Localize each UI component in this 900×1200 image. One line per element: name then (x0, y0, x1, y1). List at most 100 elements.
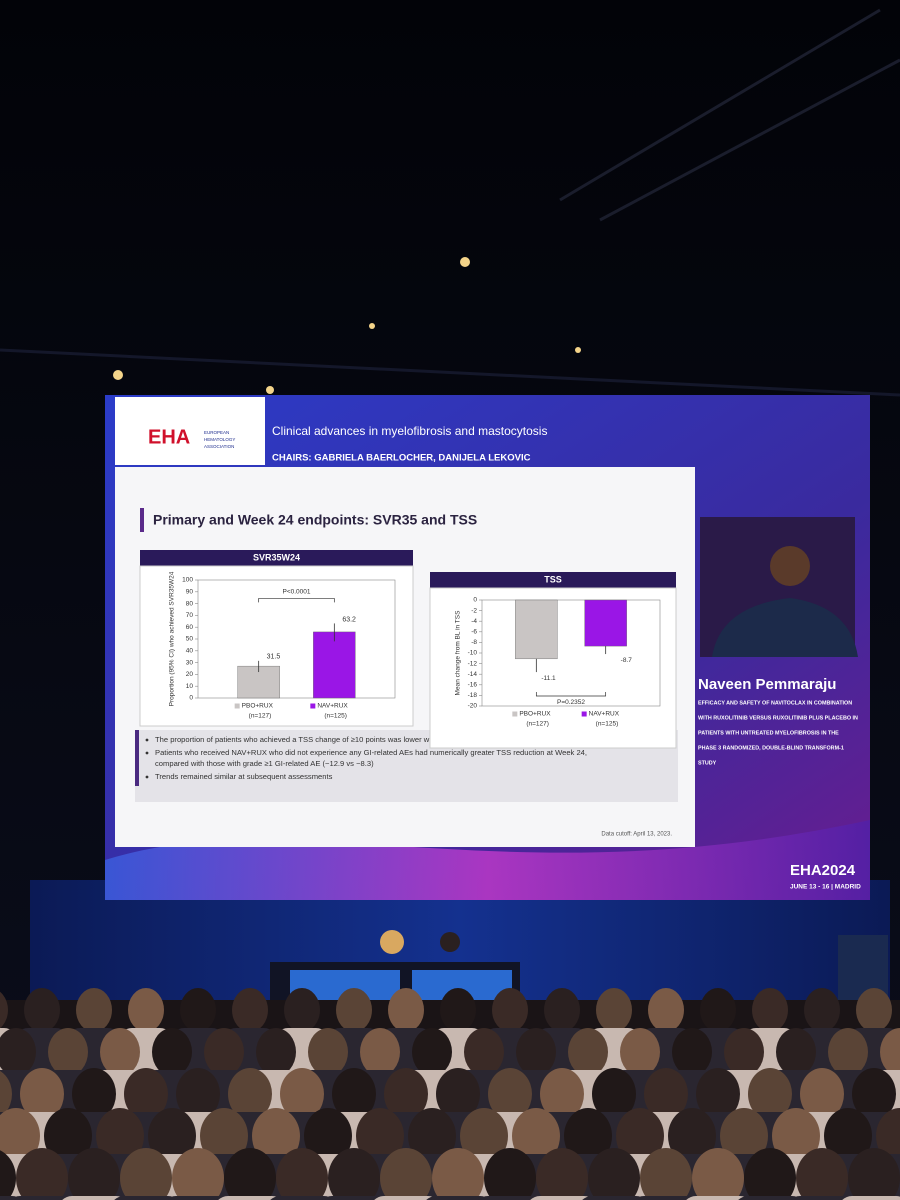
talk-title-line: WITH RUXOLITINIB VERSUS RUXOLITINIB PLUS… (698, 715, 858, 721)
audience-head (380, 1148, 432, 1200)
x-tick-label: NAV+RUX (317, 703, 348, 710)
bullet-text: Trends remained similar at subsequent as… (155, 772, 333, 781)
logo: EHA (148, 426, 190, 448)
audience-head (332, 1068, 376, 1120)
audience-head (772, 1108, 820, 1164)
audience-head (172, 1148, 224, 1200)
x-tick-label: PBO+RUX (242, 703, 274, 710)
audience-head (224, 1148, 276, 1200)
audience-head (512, 1108, 560, 1164)
p-bracket (535, 692, 607, 697)
y-tick-label: 90 (186, 589, 194, 596)
audience-head (544, 988, 580, 1032)
audience-head (308, 1028, 348, 1076)
audience-head (228, 1068, 272, 1120)
audience-head (72, 1068, 116, 1120)
audience-head (824, 1108, 872, 1164)
audience-head (856, 988, 892, 1032)
speaker-body (712, 598, 858, 657)
talk-title-line: PHASE 3 RANDOMIZED, DOUBLE-BLIND TRANSFO… (698, 745, 844, 751)
audience-head (304, 1108, 352, 1164)
audience-head (276, 1148, 328, 1200)
chairs: CHAIRS: GABRIELA BAERLOCHER, DANIJELA LE… (272, 453, 531, 464)
y-tick-label: 20 (186, 671, 194, 678)
audience-head (484, 1148, 536, 1200)
bullet-text: Patients who received NAV+RUX who did no… (155, 748, 587, 757)
chart-header (430, 572, 676, 588)
y-tick-label: -10 (468, 650, 478, 657)
audience-head (440, 988, 476, 1032)
audience (0, 988, 900, 1200)
audience-body (270, 1196, 334, 1200)
n-label: (n=125) (324, 713, 347, 720)
audience-body (114, 1196, 178, 1200)
bar (515, 599, 558, 660)
audience-body (374, 1196, 438, 1200)
audience-head (648, 988, 684, 1032)
audience-head (700, 988, 736, 1032)
audience-body (322, 1196, 386, 1200)
audience-head (516, 1028, 556, 1076)
audience-head (336, 988, 372, 1032)
audience-head (24, 988, 60, 1032)
audience-head (0, 1150, 16, 1200)
audience-head (388, 988, 424, 1032)
talk-title-line: STUDY (698, 760, 717, 766)
audience-head (100, 1028, 140, 1076)
audience-body (478, 1196, 542, 1200)
audience-head (852, 1068, 896, 1120)
audience-head (384, 1068, 428, 1120)
truss (0, 8, 900, 397)
bullet-dot (145, 738, 149, 742)
event-dates: JUNE 13 - 16 | MADRID (790, 884, 861, 891)
audience-head (720, 1108, 768, 1164)
y-tick-label: -8 (471, 639, 477, 646)
screen-wave (105, 820, 870, 900)
audience-head (48, 1028, 88, 1076)
y-tick-label: -2 (471, 607, 477, 614)
legend-swatch (310, 703, 316, 709)
y-tick-label: 70 (186, 612, 194, 619)
bar (313, 631, 356, 699)
y-tick-label: 10 (186, 683, 194, 690)
n-label: (n=127) (249, 713, 272, 720)
chart-title: TSS (544, 574, 562, 584)
logo-subtitle-line: EUROPEAN (204, 430, 229, 435)
audience-head (280, 1068, 324, 1120)
y-tick-label: -4 (471, 618, 477, 625)
bullet-dot (145, 775, 149, 779)
audience-head (668, 1108, 716, 1164)
logo-subtitle: EUROPEAN HEMATOLOGY ASSOCIATION (204, 430, 235, 449)
audience-body (634, 1196, 698, 1200)
audience-body (166, 1196, 230, 1200)
bullet-text: The proportion of patients who achieved … (155, 735, 585, 744)
title-accent (140, 508, 144, 532)
audience-head (20, 1068, 64, 1120)
audience-head (152, 1028, 192, 1076)
audience-body (530, 1196, 594, 1200)
audience-head (796, 1148, 848, 1200)
audience-head (76, 988, 112, 1032)
panelist (380, 930, 404, 954)
audience-head (44, 1108, 92, 1164)
talk-title: EFFICACY AND SAFETY OF NAVITOCLAX IN COM… (698, 700, 858, 766)
n-label: (n=127) (526, 721, 549, 728)
audience-body (686, 1196, 750, 1200)
p-value: P<0.0001 (282, 589, 310, 596)
audience-head (128, 988, 164, 1032)
audience-head (120, 1148, 172, 1200)
y-tick-label: 0 (189, 695, 193, 702)
chart-panel (139, 565, 414, 727)
audience-head (176, 1068, 220, 1120)
audience-head (568, 1028, 608, 1076)
panelist (440, 932, 460, 952)
slide-title: Primary and Week 24 endpoints: SVR35 and… (153, 512, 477, 528)
audience-head (596, 988, 632, 1032)
audience-head (460, 1108, 508, 1164)
audience-head (644, 1068, 688, 1120)
audience-body (62, 1196, 126, 1200)
y-tick-label: 80 (186, 600, 194, 607)
bullet-accent (135, 730, 139, 786)
y-tick-label: 0 (473, 597, 477, 604)
